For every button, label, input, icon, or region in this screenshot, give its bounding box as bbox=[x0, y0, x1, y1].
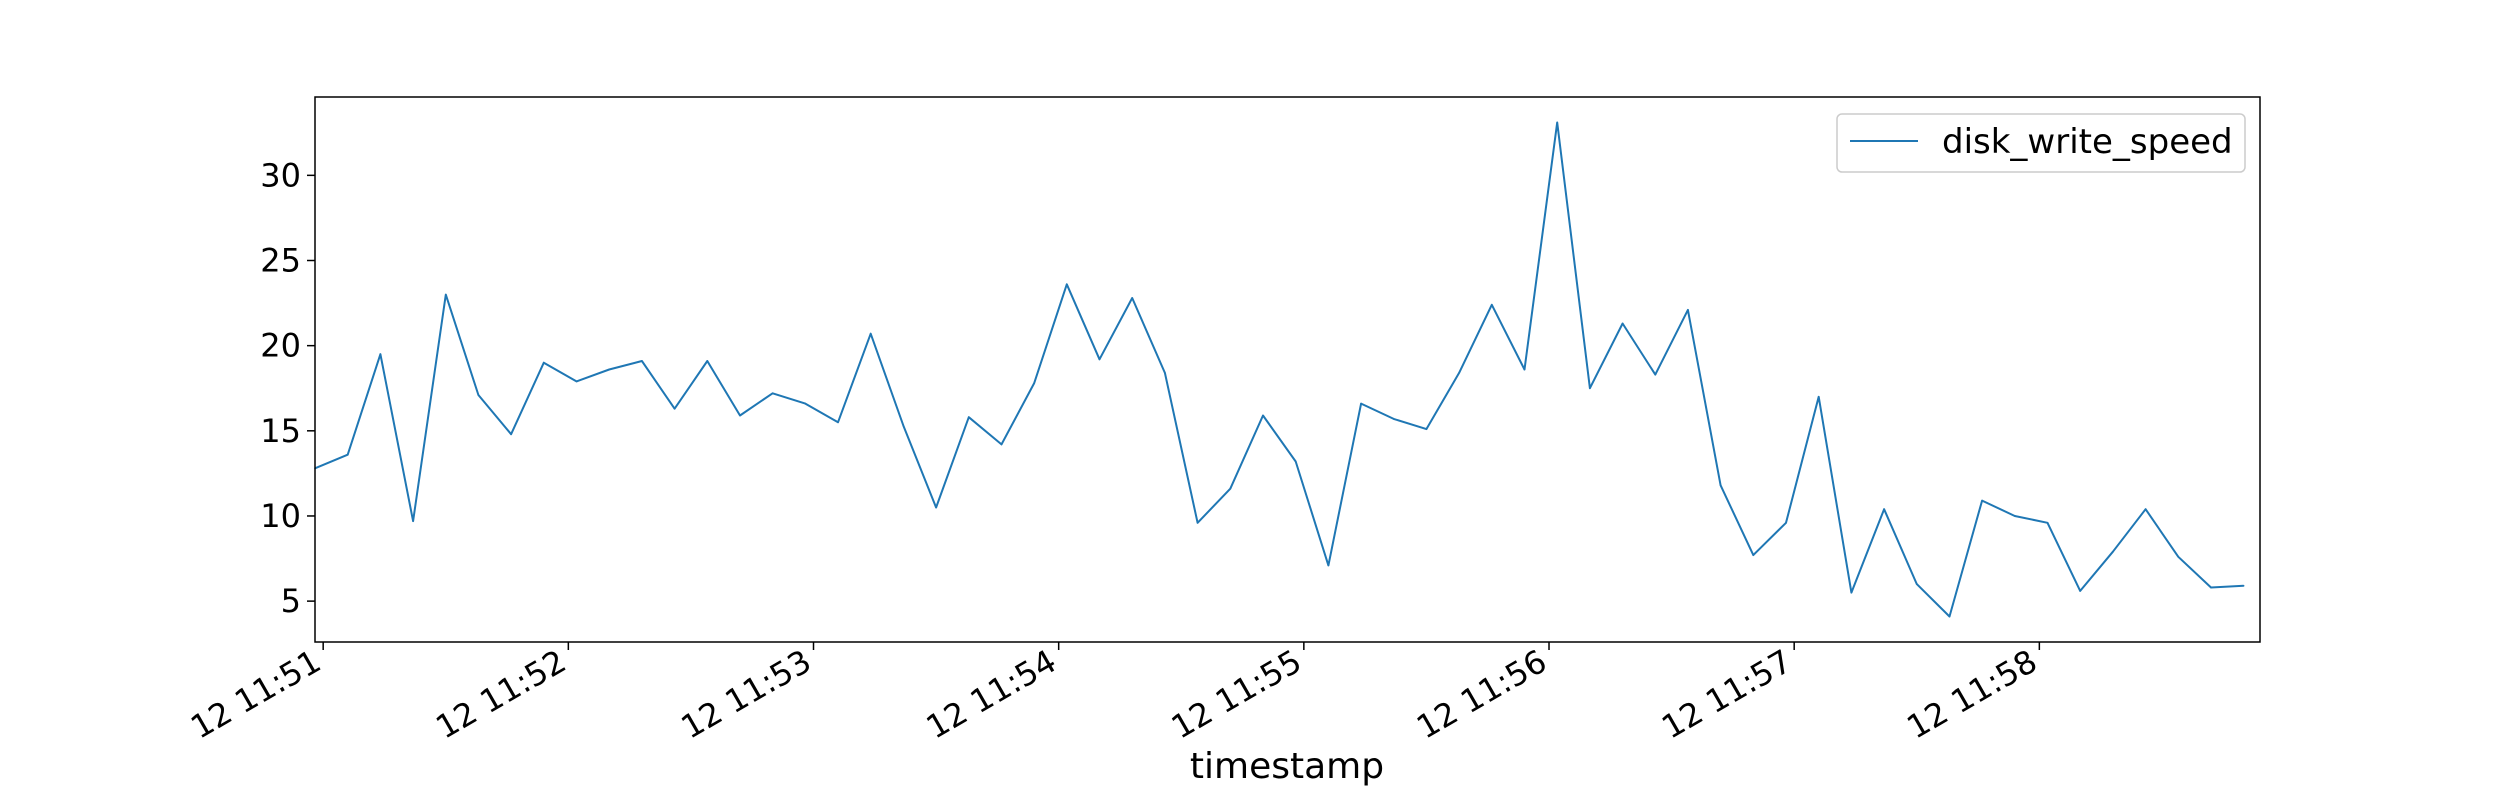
data-point bbox=[673, 407, 676, 410]
data-point bbox=[1719, 484, 1722, 487]
y-tick-label: 10 bbox=[260, 497, 301, 535]
data-point bbox=[412, 520, 414, 522]
data-point bbox=[2242, 585, 2245, 587]
data-point bbox=[804, 402, 807, 405]
data-point bbox=[2210, 586, 2212, 589]
data-point bbox=[1294, 460, 1297, 463]
data-point bbox=[1033, 382, 1035, 384]
data-point bbox=[837, 421, 839, 424]
data-point bbox=[968, 416, 970, 419]
data-point bbox=[1523, 368, 1526, 371]
legend-box bbox=[1836, 113, 2246, 173]
data-point bbox=[1817, 396, 1820, 398]
data-point bbox=[1785, 522, 1787, 524]
data-point bbox=[379, 353, 382, 356]
data-point bbox=[1262, 414, 1264, 417]
data-point bbox=[1196, 522, 1199, 524]
series-line-disk-write-speed bbox=[314, 121, 2244, 618]
data-point bbox=[1491, 304, 1493, 306]
data-point bbox=[1327, 564, 1330, 567]
data-point bbox=[510, 433, 512, 436]
y-axis: 5 10 15 20 25 30 bbox=[260, 156, 315, 620]
data-point bbox=[1981, 499, 1983, 502]
data-point bbox=[1916, 583, 1918, 585]
data-point bbox=[2112, 550, 2114, 553]
y-tick-label: 25 bbox=[260, 242, 301, 280]
plot-frame bbox=[314, 96, 2261, 643]
data-point bbox=[1752, 554, 1755, 556]
data-point bbox=[1687, 309, 1689, 311]
data-point bbox=[1131, 297, 1133, 299]
data-point bbox=[1425, 428, 1428, 430]
data-point bbox=[935, 506, 937, 509]
data-point bbox=[1164, 372, 1166, 374]
legend-label-disk-write-speed: disk_write_speed bbox=[1942, 122, 2233, 162]
y-tick-label: 30 bbox=[260, 156, 301, 194]
data-point bbox=[445, 293, 447, 296]
data-point bbox=[1360, 402, 1362, 405]
data-point bbox=[1392, 418, 1395, 420]
data-point bbox=[1229, 487, 1232, 490]
legend: disk_write_speed bbox=[1836, 113, 2246, 173]
data-point bbox=[1589, 387, 1591, 390]
data-point bbox=[346, 453, 349, 456]
data-point bbox=[1556, 121, 1558, 124]
data-point bbox=[608, 368, 610, 371]
data-point bbox=[1098, 358, 1101, 361]
data-point bbox=[2079, 590, 2081, 592]
data-point bbox=[477, 394, 480, 396]
data-point bbox=[2177, 556, 2180, 558]
data-point bbox=[2014, 515, 2016, 517]
y-tick-label: 15 bbox=[260, 412, 301, 450]
x-axis-label: timestamp bbox=[1190, 746, 1384, 787]
data-point bbox=[1654, 373, 1657, 376]
data-point bbox=[771, 392, 774, 395]
data-point bbox=[706, 360, 709, 362]
data-point bbox=[1458, 372, 1460, 374]
data-point bbox=[1883, 508, 1885, 511]
data-point bbox=[869, 332, 872, 335]
data-point bbox=[1000, 443, 1003, 446]
data-point bbox=[1948, 615, 1951, 618]
y-tick-label: 5 bbox=[281, 582, 301, 620]
data-point bbox=[1621, 322, 1624, 325]
data-point bbox=[641, 360, 643, 362]
data-point bbox=[2046, 522, 2049, 524]
data-point bbox=[575, 380, 578, 383]
data-point bbox=[2144, 508, 2147, 511]
data-point bbox=[1850, 591, 1853, 594]
data-point bbox=[1066, 283, 1068, 286]
data-point bbox=[543, 361, 545, 364]
data-point bbox=[739, 414, 741, 417]
data-point bbox=[902, 424, 905, 427]
series-layer bbox=[314, 121, 2245, 618]
y-tick-label: 20 bbox=[260, 327, 301, 365]
